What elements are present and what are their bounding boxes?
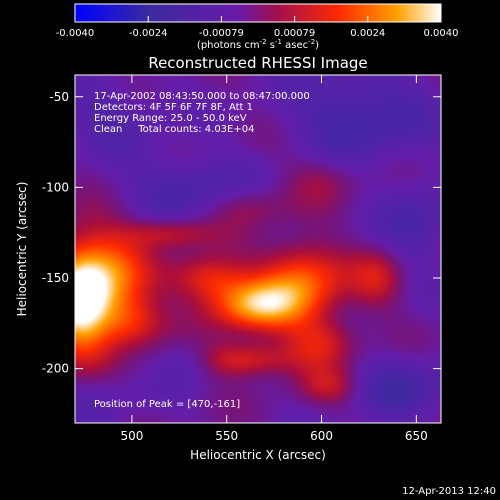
annotation-time: 17-Apr-2002 08:43:50.000 to 08:47:00.000	[94, 91, 310, 102]
colorbar-tick-label: -0.0024	[129, 28, 168, 39]
y-tick-label: -150	[42, 271, 69, 285]
colorbar-tick-label: 0.0024	[350, 28, 385, 39]
y-axis-ticks: -50 -100 -150 -200	[42, 90, 441, 376]
colorbar-tick-label: 0.0040	[424, 28, 459, 39]
y-axis-label: Heliocentric Y (arcsec)	[15, 182, 29, 317]
colorbar-unit-label: (photons cm-2 s-1 asec-2)	[197, 38, 319, 51]
peak-position-label: Position of Peak = [470,-161]	[94, 399, 240, 410]
annotation-detectors: Detectors: 4F 5F 6F 7F 8F, Att 1	[94, 102, 253, 113]
y-tick-label: -50	[49, 90, 69, 104]
heatmap-canvas	[75, 75, 441, 423]
x-axis-label: Heliocentric X (arcsec)	[190, 448, 326, 462]
colorbar-ticks: -0.0040 -0.0024 -0.00079 0.00079 0.0024 0.004…	[56, 16, 459, 39]
chart-title: Reconstructed RHESSI Image	[148, 54, 367, 72]
x-tick-label: 500	[120, 429, 143, 443]
colorbar-tick-label: 0.00079	[274, 28, 315, 39]
x-tick-label: 650	[405, 429, 428, 443]
x-tick-label: 550	[215, 429, 238, 443]
x-tick-label: 600	[310, 429, 333, 443]
y-tick-label: -200	[42, 362, 69, 376]
colorbar	[74, 3, 442, 23]
colorbar-tick-label: -0.00079	[199, 28, 244, 39]
y-tick-label: -100	[42, 180, 69, 194]
annotation-counts: Clean Total counts: 4.03E+04	[94, 124, 254, 135]
annotation-energy: Energy Range: 25.0 - 50.0 keV	[94, 113, 247, 124]
plot-frame	[74, 74, 442, 424]
annotation-block: 17-Apr-2002 08:43:50.000 to 08:47:00.000…	[94, 91, 310, 135]
heatmap-image	[75, 75, 441, 423]
x-axis-ticks: 500 550 600 650	[120, 75, 428, 443]
footer-date: 12-Apr-2013 12:40	[402, 486, 496, 497]
colorbar-tick-label: -0.0040	[56, 28, 95, 39]
